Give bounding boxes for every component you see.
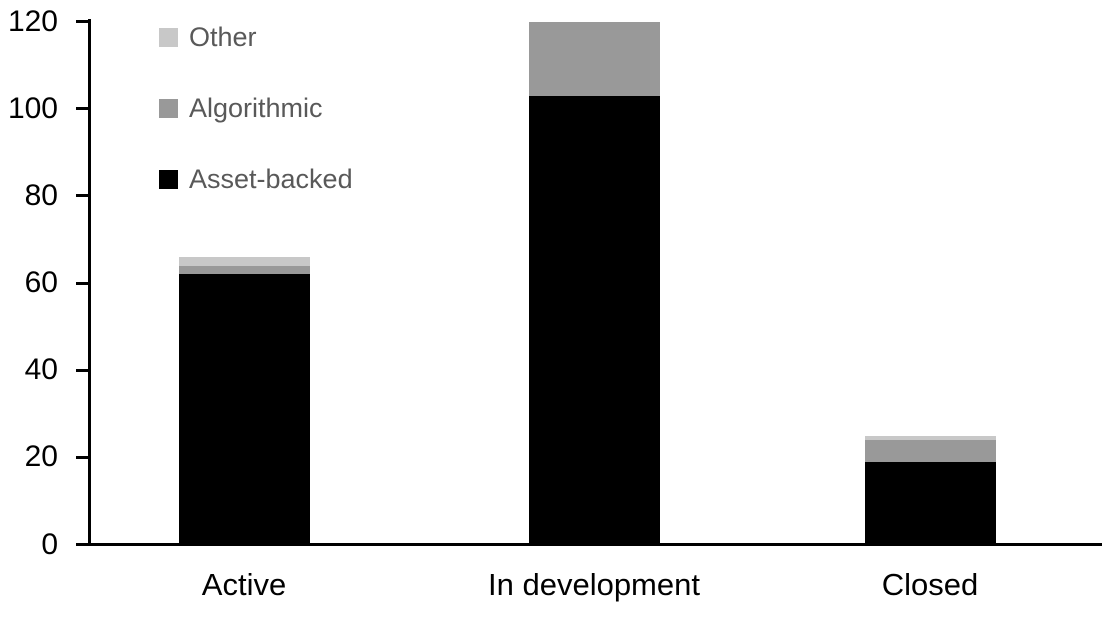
legend-item-asset-backed: Asset-backed bbox=[159, 166, 353, 193]
y-axis-tick-label: 120 bbox=[7, 4, 58, 38]
bar-segment-active-algorithmic bbox=[178, 265, 310, 275]
legend-label-asset-backed: Asset-backed bbox=[189, 164, 353, 194]
x-label-closed: Closed bbox=[881, 567, 979, 602]
bar-segment-closed-asset-backed bbox=[864, 461, 996, 545]
bar-segment-in-development-asset-backed bbox=[528, 95, 660, 545]
legend-label-other: Other bbox=[189, 22, 257, 52]
y-axis-tick bbox=[76, 20, 89, 23]
legend-swatch-algorithmic-icon bbox=[159, 99, 178, 118]
x-label-in-development: In development bbox=[488, 567, 700, 602]
legend-item-other: Other bbox=[159, 24, 353, 51]
legend-item-algorithmic: Algorithmic bbox=[159, 95, 353, 122]
x-axis-line bbox=[76, 543, 1102, 546]
y-axis-tick-label: 100 bbox=[7, 91, 58, 125]
y-axis-tick bbox=[76, 455, 89, 459]
y-axis-tick-label: 0 bbox=[41, 527, 58, 561]
y-axis-tick-label: 60 bbox=[24, 266, 58, 299]
bar-segment-active-other bbox=[178, 256, 310, 266]
legend-swatch-other-icon bbox=[159, 28, 178, 47]
y-axis-tick-label: 20 bbox=[24, 440, 58, 474]
y-axis-tick bbox=[76, 194, 89, 198]
bar-segment-active-asset-backed bbox=[178, 274, 310, 545]
y-axis-tick bbox=[76, 107, 89, 111]
y-axis-tick-label: 80 bbox=[24, 178, 58, 212]
legend-swatch-asset-backed-icon bbox=[159, 170, 178, 189]
bar-segment-in-development-algorithmic bbox=[528, 21, 660, 96]
x-label-active: Active bbox=[201, 567, 287, 602]
y-axis-tick bbox=[76, 281, 89, 285]
legend: Other Algorithmic Asset-backed bbox=[159, 24, 353, 193]
y-axis-tick bbox=[76, 543, 89, 546]
y-axis-tick-label: 40 bbox=[24, 353, 58, 387]
y-axis-tick bbox=[76, 368, 89, 372]
legend-label-algorithmic: Algorithmic bbox=[189, 93, 323, 123]
y-axis-line bbox=[88, 19, 91, 546]
bar-segment-closed-other bbox=[864, 435, 996, 440]
bar-segment-closed-algorithmic bbox=[864, 439, 996, 462]
